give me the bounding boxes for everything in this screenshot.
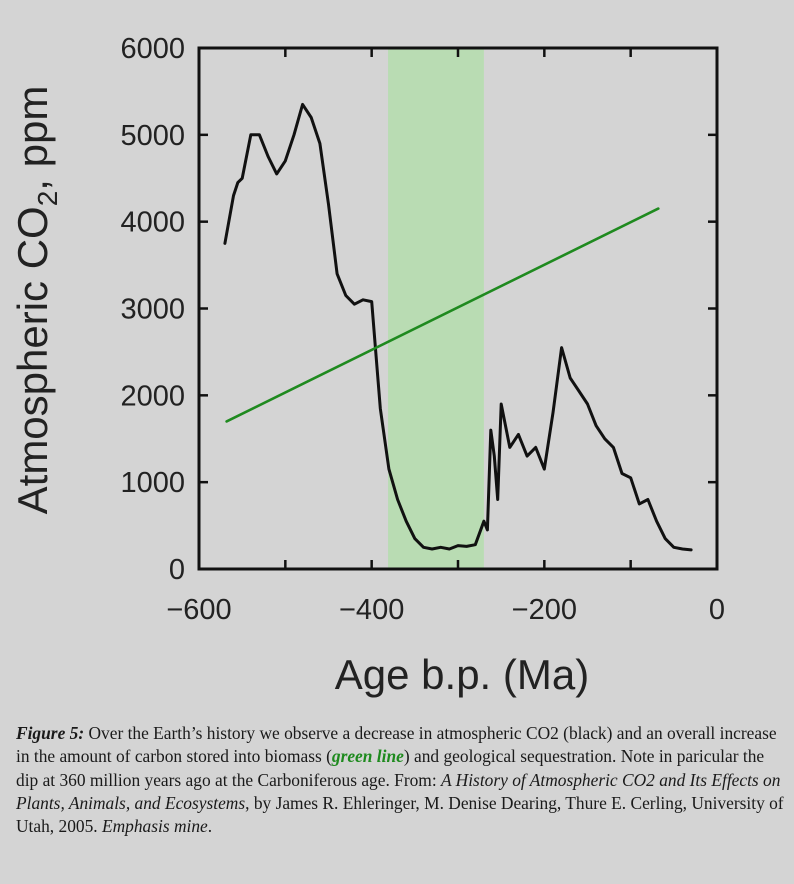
- svg-text:Atmospheric CO2, ppm: Atmospheric CO2, ppm: [9, 86, 63, 515]
- figure-caption: Figure 5: Over the Earth’s history we ob…: [16, 722, 786, 838]
- caption-period: .: [207, 816, 213, 837]
- y-axis-title: Atmospheric CO2, ppm: [9, 86, 63, 515]
- caption-figure-label: Figure 5:: [16, 723, 85, 743]
- x-tick-label: −400: [339, 594, 404, 626]
- y-tick-label: 5000: [120, 120, 185, 152]
- y-tick-label: 2000: [120, 380, 185, 412]
- y-tick-label: 3000: [120, 294, 185, 326]
- y-tick-label: 0: [169, 554, 185, 586]
- y-axis-title-main: Atmospheric CO: [9, 206, 56, 514]
- caption-text-2: ) and geological sequestration. Note in …: [16, 746, 765, 790]
- caption-green-line-highlight: green line: [331, 746, 404, 767]
- caption-text-1: Over the Earth’s history we observe a de…: [16, 723, 777, 767]
- y-axis-title-unit: , ppm: [9, 86, 56, 191]
- y-tick-label: 1000: [120, 467, 185, 499]
- x-tick-label: −200: [512, 594, 577, 626]
- y-tick-label: 6000: [120, 33, 185, 65]
- caption-text-3: , by James R. Ehleringer, M. Denise Dear…: [16, 792, 784, 837]
- caption-source-title: A History of Atmospheric CO2 and Its Eff…: [16, 769, 781, 813]
- x-axis-title: Age b.p. (Ma): [335, 651, 589, 698]
- co2-series-line: [223, 102, 693, 552]
- x-tick-label: 0: [709, 594, 725, 626]
- co2-chart: Atmospheric CO2, ppm Age b.p. (Ma) 0 1000…: [9, 33, 725, 698]
- biomass-trend-line: [225, 207, 660, 423]
- y-tick-label: 4000: [120, 207, 185, 239]
- y-axis-title-subscript: 2: [32, 191, 63, 207]
- x-tick-label: −600: [166, 594, 231, 626]
- carboniferous-band: [388, 48, 484, 569]
- caption-emphasis-note: Emphasis mine: [101, 816, 208, 837]
